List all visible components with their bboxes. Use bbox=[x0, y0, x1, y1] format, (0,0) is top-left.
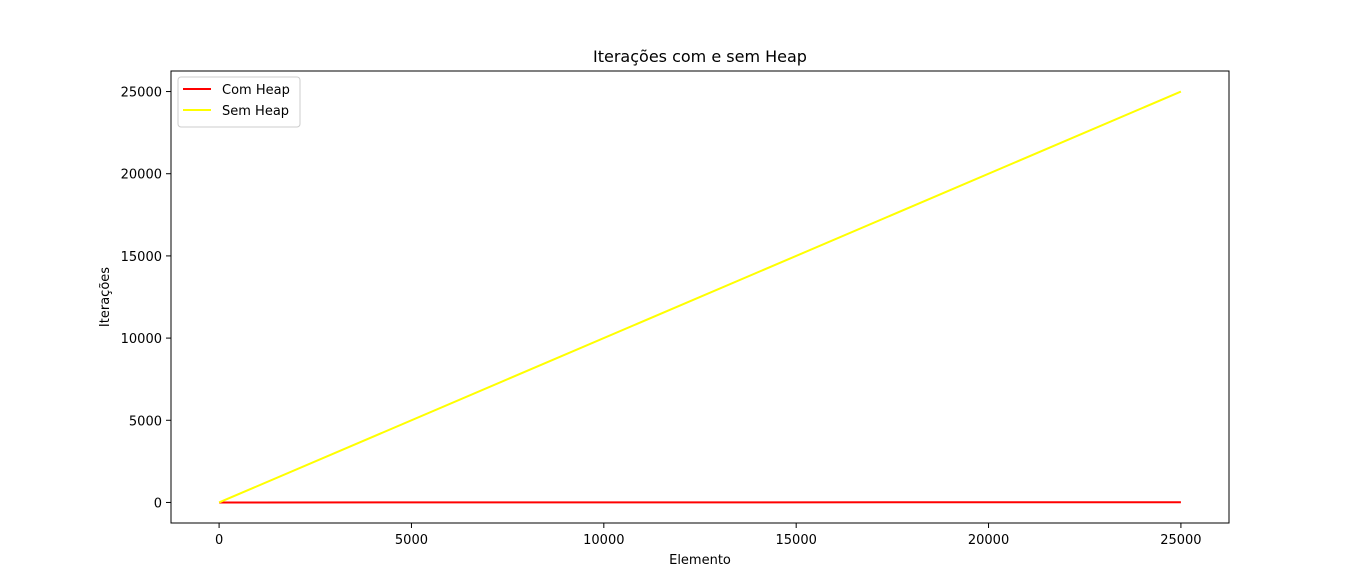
chart-title: Iterações com e sem Heap bbox=[593, 47, 807, 66]
axes-frame bbox=[170, 70, 1230, 524]
y-tick-label: 25000 bbox=[121, 86, 162, 101]
x-tick-label: 5000 bbox=[395, 533, 428, 548]
x-tick-label: 20000 bbox=[968, 533, 1009, 548]
x-tick-label: 25000 bbox=[1160, 533, 1201, 548]
y-tick-label: 10000 bbox=[121, 332, 162, 347]
y-tick-label: 20000 bbox=[121, 168, 162, 183]
x-tick-label: 15000 bbox=[776, 533, 817, 548]
legend-label: Sem Heap bbox=[222, 104, 289, 119]
x-tick-label: 10000 bbox=[583, 533, 624, 548]
legend: Com Heap Sem Heap bbox=[177, 76, 301, 128]
x-axis-label: Elemento bbox=[669, 553, 731, 568]
y-tick-label: 0 bbox=[154, 496, 162, 511]
y-axis: 0 5000 10000 15000 20000 25000 bbox=[121, 86, 171, 511]
y-axis-label: Iterações bbox=[98, 267, 113, 327]
y-tick-label: 5000 bbox=[129, 414, 162, 429]
series-line-sem-heap bbox=[218, 90, 1182, 504]
legend-label: Com Heap bbox=[222, 83, 290, 98]
x-axis: 0 5000 10000 15000 20000 25000 bbox=[215, 523, 1202, 548]
series-layer bbox=[218, 90, 1182, 504]
y-tick-label: 15000 bbox=[121, 250, 162, 265]
x-tick-label: 0 bbox=[215, 533, 223, 548]
